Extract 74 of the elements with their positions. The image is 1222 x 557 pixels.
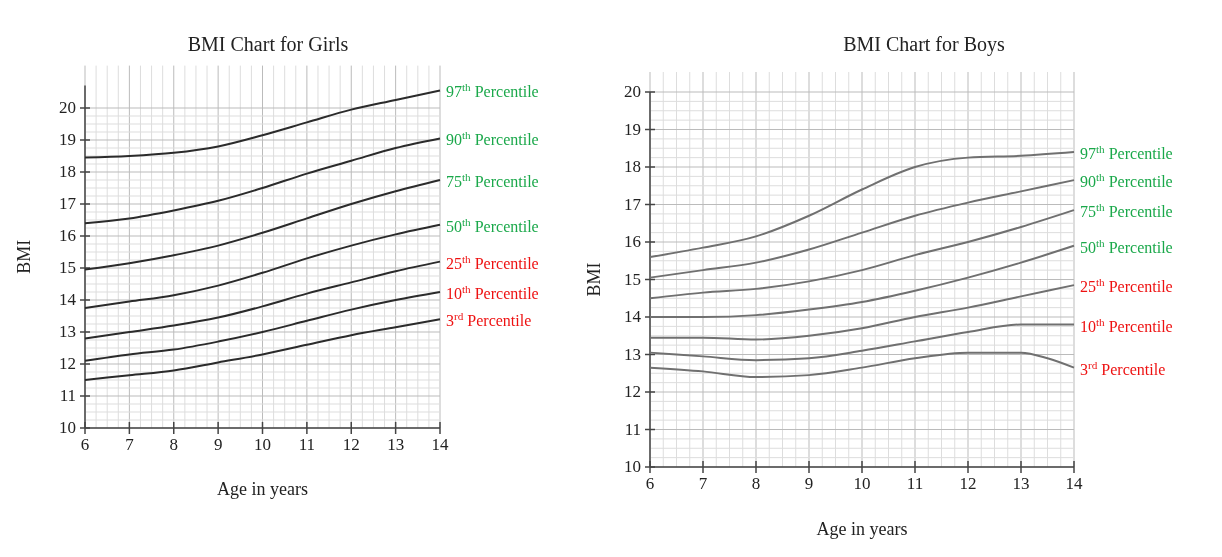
series-label: 75$^{th}$ Percentile (1080, 201, 1173, 221)
line-series (649, 209, 1075, 300)
line-series (84, 260, 441, 340)
line-series (84, 89, 441, 159)
y-tick-label: 16 (59, 226, 76, 245)
y-tick-label: 10 (624, 457, 641, 476)
line-series (84, 291, 441, 362)
series-label: 25$^{th}$ Percentile (1080, 276, 1173, 296)
y-tick-label: 14 (624, 307, 642, 326)
y-tick-label: 18 (59, 162, 76, 181)
line-series (649, 179, 1075, 279)
y-tick-label: 15 (59, 258, 76, 277)
y-tick-label: 11 (59, 386, 76, 405)
chart-title: BMI Chart for Girls (187, 33, 349, 55)
line-series (649, 351, 1075, 378)
series-label: 90$^{th}$ Percentile (446, 129, 539, 149)
y-tick-label: 17 (59, 194, 77, 213)
x-tick-label: 12 (342, 435, 360, 454)
series-label: 25$^{th}$ Percentile (446, 252, 539, 272)
x-axis-title: Age in years (816, 519, 908, 539)
series-label: 90$^{th}$ Percentile (1080, 171, 1173, 191)
series-label: 50$^{th}$ Percentile (1080, 236, 1173, 256)
y-tick-label: 11 (624, 419, 641, 439)
series-label: 3$^{rd}$ Percentile (446, 310, 532, 330)
y-tick-label: 13 (59, 322, 76, 341)
line-series (649, 151, 1075, 258)
chart-title: BMI Chart for Boys (843, 33, 1006, 56)
line-series (84, 137, 441, 225)
x-tick-label: 8 (169, 435, 178, 454)
y-tick-label: 16 (624, 232, 641, 251)
y-tick-label: 14 (59, 290, 77, 309)
x-tick-label: 10 (254, 435, 271, 454)
x-tick-label: 11 (298, 435, 316, 454)
y-axis-title: BMI (584, 262, 604, 297)
x-tick-label: 13 (387, 435, 405, 454)
y-tick-label: 19 (59, 130, 76, 149)
y-tick-label: 20 (59, 98, 76, 117)
x-tick-label: 8 (751, 474, 761, 493)
series-label: 50$^{th}$ Percentile (446, 215, 539, 235)
line-series (649, 244, 1075, 318)
x-tick-label: 14 (1065, 474, 1083, 493)
series-label: 3$^{rd}$ Percentile (1080, 358, 1166, 378)
line-series (84, 223, 441, 309)
x-tick-label: 7 (125, 435, 135, 454)
x-axis-title: Age in years (217, 479, 308, 499)
series-label: 97$^{th}$ Percentile (1080, 143, 1173, 162)
line-series (84, 318, 441, 381)
line-series (649, 323, 1075, 362)
x-tick-label: 12 (959, 474, 977, 493)
x-tick-label: 13 (1012, 474, 1030, 493)
series-label: 10$^{th}$ Percentile (446, 283, 539, 302)
series-label: 10$^{th}$ Percentile (1080, 315, 1173, 335)
y-tick-label: 12 (59, 354, 76, 373)
x-tick-label: 9 (804, 474, 814, 493)
x-tick-label: 7 (698, 474, 708, 493)
x-tick-label: 6 (645, 474, 655, 493)
y-tick-label: 20 (624, 82, 641, 101)
x-tick-label: 11 (906, 474, 924, 493)
y-tick-label: 10 (59, 418, 76, 437)
series-label: 97$^{th}$ Percentile (446, 81, 539, 101)
y-tick-label: 18 (624, 157, 641, 176)
y-tick-label: 17 (624, 194, 642, 214)
x-tick-label: 9 (213, 435, 223, 454)
y-tick-label: 15 (624, 269, 641, 289)
x-tick-label: 6 (80, 435, 90, 454)
line-series (84, 179, 441, 271)
y-tick-label: 12 (624, 382, 641, 401)
series-label: 75$^{th}$ Percentile (446, 171, 539, 190)
y-tick-label: 13 (624, 344, 641, 364)
y-axis-title: BMI (14, 239, 34, 274)
x-tick-label: 14 (431, 435, 449, 454)
y-tick-label: 19 (624, 119, 641, 139)
line-series (649, 284, 1075, 341)
x-tick-label: 10 (853, 474, 871, 493)
